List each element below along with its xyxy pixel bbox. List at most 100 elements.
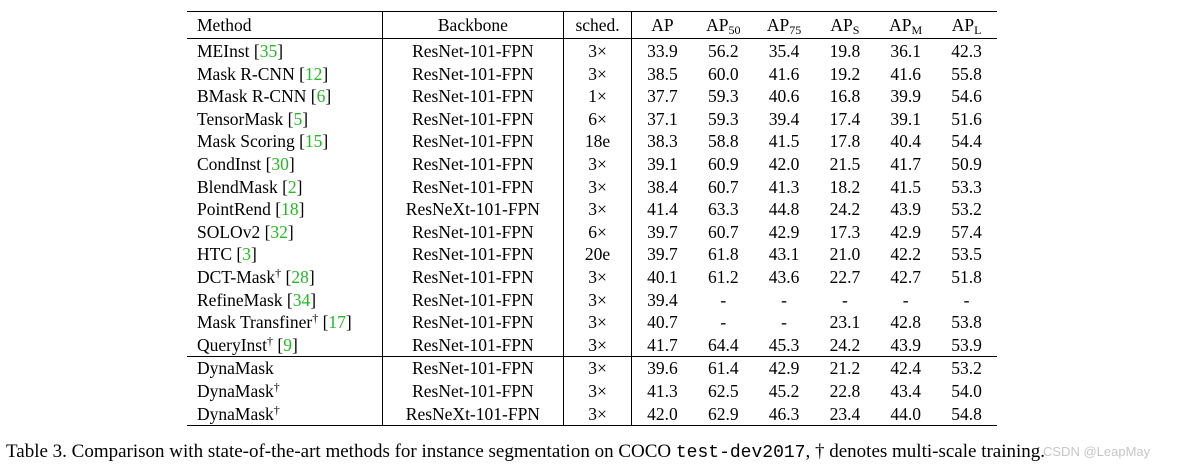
table-header-row: Method Backbone sched. AP AP50 AP75 APS … — [187, 11, 997, 39]
cell-backbone: ResNet-101-FPN — [381, 379, 564, 403]
cell-apl: 51.8 — [951, 266, 982, 287]
table-row: DynaMask ResNet-101-FPN 3× 39.6 61.4 42.9 21.2… — [187, 356, 997, 380]
cell-aps: 23.1 — [829, 312, 861, 333]
cell-ap75: - — [781, 289, 787, 310]
cell-apl: 57.4 — [951, 221, 982, 242]
method-name: Mask Scoring — [197, 131, 295, 152]
cell-method: HTC [3] — [197, 244, 257, 265]
cell-apm: 43.9 — [890, 334, 921, 355]
table-row: HTC [3] ResNet-101-FPN 20e 39.7 61.8 43.1 21.0… — [187, 243, 997, 266]
cell-apm: 42.2 — [890, 244, 921, 265]
cell-ap75: 41.3 — [768, 176, 800, 197]
cell-ap: 37.1 — [631, 107, 693, 131]
citation-link[interactable]: 34 — [292, 289, 311, 310]
cell-apl: 54.4 — [951, 131, 982, 152]
citation-link[interactable]: 15 — [304, 131, 323, 152]
table-row: CondInst [30] ResNet-101-FPN 3× 39.1 60.9 42.… — [187, 152, 997, 176]
cell-ap75: 41.5 — [768, 131, 800, 152]
cell-apm: 42.7 — [890, 266, 921, 287]
cell-ap50: 60.7 — [707, 221, 739, 242]
cell-sched: 3× — [563, 311, 632, 334]
cell-method: QueryInst† [9] — [197, 333, 298, 355]
cell-sched: 3× — [563, 175, 632, 199]
cell-ap: 39.4 — [631, 288, 693, 312]
cell-ap50: 60.9 — [707, 153, 739, 174]
table-caption: Table 3. Comparison with state-of-the-ar… — [6, 441, 1046, 463]
cell-ap50: 61.4 — [692, 356, 754, 380]
method-name: DCT-Mask — [197, 266, 276, 287]
citation-link[interactable]: 6 — [316, 86, 326, 107]
cell-ap: 38.4 — [631, 175, 693, 199]
cell-aps: - — [841, 289, 848, 310]
cell-ap: 40.7 — [631, 311, 693, 334]
cell-ap: 39.7 — [631, 243, 693, 266]
method-name: DynaMask — [197, 380, 274, 401]
cell-backbone: ResNet-101-FPN — [381, 243, 564, 266]
cell-ap: 39.1 — [631, 152, 693, 176]
cell-aps: 24.2 — [829, 199, 861, 220]
citation-link[interactable]: 3 — [242, 244, 251, 265]
cell-ap50: 60.7 — [707, 176, 739, 197]
cell-sched: 3× — [563, 152, 632, 176]
table-row: QueryInst† [9] ResNet-101-FPN 3× 41.7 64.4 45… — [187, 333, 997, 357]
cell-ap50: 56.2 — [692, 37, 754, 63]
cell-sched: 3× — [563, 37, 632, 63]
cell-sched: 1× — [563, 85, 632, 108]
cell-sched: 18e — [563, 130, 632, 153]
citation-link[interactable]: 35 — [259, 41, 278, 61]
table-body: MEInst [35] ResNet-101-FPN 3× 33.9 56.2 35.4 1… — [187, 37, 997, 427]
citation-link[interactable]: 9 — [283, 334, 292, 355]
table-row: RefineMask [34] ResNet-101-FPN 3× 39.4 - - - - - — [187, 288, 997, 312]
cell-method: DCT-Mask† [28] — [197, 265, 315, 287]
cell-aps: 17.8 — [829, 131, 861, 152]
cell-apl: 53.3 — [951, 176, 982, 197]
citation-link[interactable]: 2 — [287, 176, 297, 197]
cell-ap: 42.0 — [631, 402, 693, 427]
cell-ap50: 62.5 — [707, 380, 739, 401]
cell-aps: 16.8 — [829, 86, 861, 107]
cell-sched: 3× — [563, 198, 632, 221]
results-table-container: Method Backbone sched. AP AP50 AP75 APS … — [187, 11, 997, 427]
cell-method: TensorMask [5] — [197, 108, 309, 129]
cell-apl: 53.2 — [951, 199, 982, 220]
table-row: TensorMask [5] ResNet-101-FPN 6× 37.1 59.3 39… — [187, 107, 997, 131]
citation-link[interactable]: 17 — [328, 312, 346, 333]
cell-apm: 42.4 — [875, 356, 937, 380]
cell-sched: 3× — [563, 402, 632, 427]
cell-aps: 18.2 — [829, 176, 861, 197]
results-table: Method Backbone sched. AP AP50 AP75 APS … — [187, 11, 997, 427]
cell-ap50: 61.2 — [707, 266, 739, 287]
citation-link[interactable]: 12 — [304, 63, 323, 84]
citation-link[interactable]: 5 — [293, 108, 303, 129]
cell-apm: 40.4 — [890, 131, 921, 152]
citation-link[interactable]: 30 — [271, 153, 289, 174]
dagger-mark: † — [275, 265, 282, 280]
cell-apl: 42.3 — [936, 37, 997, 63]
cell-ap: 41.7 — [631, 333, 693, 357]
cell-apm: 41.7 — [890, 153, 921, 174]
table-row: PointRend [18] ResNeXt-101-FPN 3× 41.4 63.3 4… — [187, 198, 997, 221]
cell-ap: 33.9 — [631, 37, 693, 63]
cell-sched: 20e — [563, 243, 632, 266]
cell-ap75: 45.2 — [768, 380, 800, 401]
header-ap75: AP75 — [753, 11, 815, 39]
cell-apm: 44.0 — [875, 402, 937, 427]
cell-apm: 36.1 — [875, 37, 937, 63]
cell-apm: 42.9 — [890, 221, 921, 242]
cell-sched: 3× — [563, 265, 632, 289]
cell-ap50: 58.8 — [707, 131, 739, 152]
cell-ap75: 42.9 — [753, 356, 815, 380]
cell-backbone: ResNet-101-FPN — [381, 333, 564, 357]
cell-aps: 23.4 — [814, 402, 876, 427]
cell-ap: 41.3 — [631, 379, 693, 403]
citation-link[interactable]: 28 — [291, 266, 309, 287]
cell-method: Mask Scoring [15] — [197, 131, 329, 152]
dagger-mark: † — [266, 333, 273, 348]
citation-link[interactable]: 18 — [281, 199, 299, 220]
citation-link[interactable]: 32 — [270, 221, 288, 242]
cell-ap75: 44.8 — [768, 199, 800, 220]
method-name: BlendMask — [197, 176, 278, 197]
method-name: HTC — [197, 244, 232, 265]
cell-sched: 3× — [563, 379, 632, 403]
cell-apl: 53.9 — [951, 334, 982, 355]
